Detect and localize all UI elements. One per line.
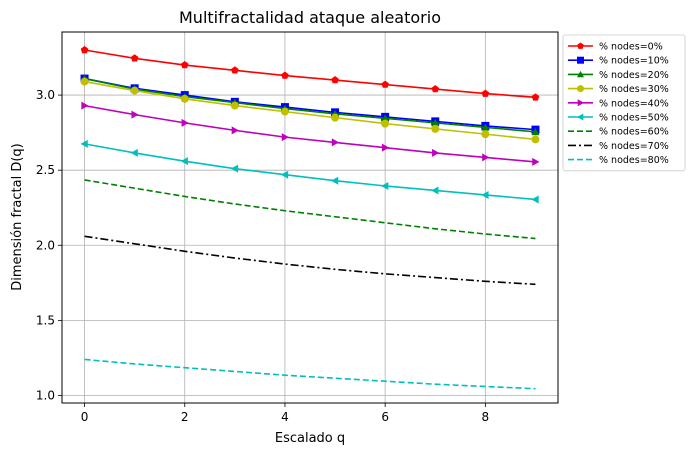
legend-marker	[577, 70, 584, 78]
data-point	[230, 101, 239, 110]
series-line	[84, 235, 536, 286]
data-point	[331, 76, 339, 84]
y-tick-label: 1.5	[36, 313, 55, 327]
data-point	[331, 176, 339, 185]
data-point	[381, 114, 390, 122]
data-point	[381, 80, 389, 88]
data-point	[331, 113, 340, 122]
data-point	[130, 148, 138, 157]
y-tick-label: 2.0	[36, 238, 55, 252]
legend-marker	[577, 99, 584, 107]
data-point	[231, 126, 239, 135]
series-line	[84, 143, 536, 201]
series-6	[80, 139, 539, 204]
series-4	[80, 77, 540, 144]
data-point	[381, 119, 390, 128]
series-5	[81, 101, 540, 166]
data-point	[280, 107, 289, 116]
series-line	[84, 179, 536, 240]
series-layer	[80, 46, 540, 390]
series-line	[84, 77, 536, 131]
legend-marker	[577, 42, 584, 49]
data-point	[381, 143, 390, 152]
data-point	[381, 181, 389, 190]
chart-title: Multifractalidad ataque aleatorio	[179, 8, 441, 27]
data-point	[431, 85, 440, 93]
data-point	[280, 170, 289, 179]
legend-label: % nodes=20%	[599, 70, 669, 81]
series-8	[84, 235, 536, 286]
x-tick-label: 6	[381, 410, 389, 424]
data-point	[531, 93, 540, 101]
x-tick-label: 8	[482, 410, 490, 424]
data-point	[180, 157, 188, 166]
legend-label: % nodes=80%	[599, 155, 669, 166]
axis-ticks: 0 2 4 6 8 1.0 1.5 2.0 2.5 3.0	[36, 88, 489, 424]
series-1	[80, 46, 540, 101]
data-point	[431, 118, 440, 127]
data-point	[431, 186, 439, 195]
data-point	[181, 118, 189, 127]
data-point	[331, 138, 340, 147]
legend-marker	[577, 56, 584, 64]
legend-marker	[577, 85, 584, 93]
data-point	[481, 123, 490, 131]
series-line	[84, 80, 536, 141]
x-tick-label: 0	[81, 410, 89, 424]
series-3	[80, 74, 540, 136]
y-tick-label: 2.5	[36, 163, 55, 177]
data-point	[81, 101, 89, 110]
series-2	[80, 74, 540, 134]
legend-label: % nodes=60%	[599, 127, 669, 138]
legend-box	[562, 34, 686, 172]
legend-label: % nodes=30%	[599, 84, 669, 95]
data-point	[281, 133, 289, 142]
legend-label: % nodes=10%	[599, 56, 669, 67]
series-7	[84, 179, 536, 240]
data-point	[130, 54, 139, 62]
data-point	[131, 110, 139, 119]
x-tick-label: 4	[281, 410, 289, 424]
plot-frame	[61, 31, 559, 404]
data-point	[531, 135, 540, 144]
series-9	[84, 358, 536, 390]
data-point	[130, 86, 139, 95]
x-tick-label: 2	[181, 410, 189, 424]
data-point	[481, 89, 490, 97]
legend-label: % nodes=0%	[599, 42, 663, 53]
series-line	[84, 358, 536, 390]
legend-label: % nodes=40%	[599, 98, 669, 109]
data-point	[481, 190, 489, 199]
data-point	[80, 77, 89, 86]
legend: % nodes=0% % nodes=10% % nodes=20% % nodes=…	[562, 34, 686, 172]
y-tick-label: 3.0	[36, 88, 55, 102]
legend-label: % nodes=50%	[599, 113, 669, 124]
data-point	[432, 148, 440, 157]
data-point	[80, 139, 88, 148]
series-line	[84, 104, 536, 163]
data-point	[531, 127, 540, 136]
data-point	[481, 130, 490, 139]
data-point	[431, 124, 440, 133]
legend-label: % nodes=70%	[599, 141, 669, 152]
data-point	[531, 195, 539, 204]
data-point	[80, 46, 89, 54]
y-axis-label: Dimensión fractal D(q)	[10, 143, 25, 290]
x-axis-label: Escalado q	[275, 431, 345, 446]
data-point	[230, 164, 239, 173]
legend-marker	[577, 113, 584, 121]
data-point	[482, 153, 490, 162]
data-point	[180, 94, 189, 103]
y-tick-label: 1.0	[36, 388, 55, 402]
data-point	[532, 157, 540, 166]
data-point	[180, 61, 189, 69]
data-point	[231, 66, 239, 74]
series-line	[84, 49, 536, 99]
series-line	[84, 77, 536, 133]
data-point	[281, 71, 289, 79]
